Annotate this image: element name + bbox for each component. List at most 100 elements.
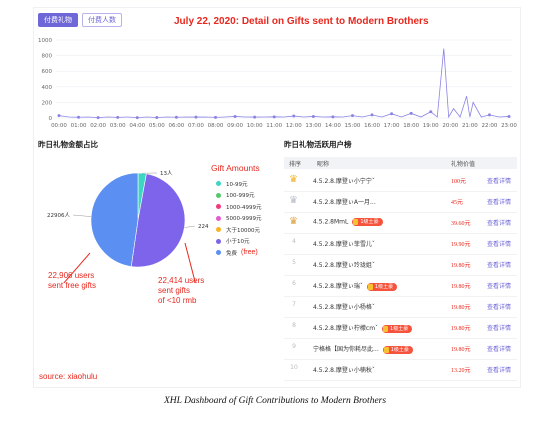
ranking-row: 6 4.5.2.8.摩登ぃ瑞ˇ 1级土豪 19.80元 查看详情 [284,275,517,297]
pie-slice-label: 22906人 [47,212,70,219]
nickname-text: 4.5.2.8.摩登ぃ玲珑姐ˇ [313,262,375,269]
x-tick-label: 20:00 [442,123,458,129]
data-point [77,115,81,119]
x-tick-label: 10:00 [247,123,263,129]
data-point [272,115,276,119]
legend-item[interactable]: 小于10元 [216,236,261,248]
rank-number: 4 [292,238,296,245]
user-nickname: 4.5.2.8.摩登ぃ柠檬cmˇ 1级土豪 [313,323,413,333]
user-nickname: 4.5.2.8.摩登ぃA一月... [313,197,376,206]
y-tick-label: 600 [42,69,53,75]
view-details-link[interactable]: 查看详情 [487,220,512,227]
legend-swatch [216,192,221,198]
nickname-text: 4.5.2.8.摩登ぃ菲雪儿ˇ [313,241,375,248]
pie-label-leader [184,225,196,228]
view-details-link[interactable]: 查看详情 [487,262,512,269]
view-details-link[interactable]: 查看详情 [487,241,512,248]
crown-icon: ♛ [289,216,298,227]
annotation-title: July 22, 2020: Detail on Gifts sent to M… [174,16,429,27]
legend-item[interactable]: 10-99元 [216,178,261,190]
x-tick-label: 23:00 [501,123,517,129]
legend-item[interactable]: 5000-9999元 [216,213,261,225]
gift-value: 19.80元 [451,263,471,269]
x-tick-label: 16:00 [364,123,380,129]
ranking-row: 10 4.5.2.8.摩登ぃ小楠秋ˇ 13.20元 查看详情 [284,359,517,381]
legend-swatch [216,250,221,256]
crown-icon: ♛ [289,195,298,206]
legend-item[interactable]: 100-999元 [216,190,261,202]
ranking-row: 5 4.5.2.8.摩登ぃ玲珑姐ˇ 19.80元 查看详情 [284,254,517,276]
x-tick-label: 07:00 [188,123,204,129]
legend-item[interactable]: 大于10000元 [216,224,261,236]
ranking-row: ♛ 4.5.2.8.摩登ぃ小宁宁ˇ 100元 查看详情 [284,170,517,192]
rank-number: 10 [290,364,298,371]
gift-line-chart: 0 200 400 600 800 1000 00:00 01:00 02:00 03:00 04:… [38,38,517,129]
pie-slice-label: 22414人 [198,223,209,230]
user-nickname: 4.5.2.8.摩登ぃ小楠秋ˇ [313,365,375,374]
gift-pie-chart: 13人 22414人 22906人 [47,170,209,283]
rank-number: 9 [292,343,296,350]
header-gift-value: 礼物价值 [451,161,476,168]
legend-swatch [216,238,221,244]
data-point [429,110,433,114]
tycoon-badge: 1级土豪 [382,345,413,354]
y-tick-label: 200 [42,100,53,106]
tab-paid-gifts[interactable]: 付费礼物 [38,13,78,27]
legend-label: 小于10元 [226,239,250,246]
x-tick-label: 21:00 [462,123,478,129]
view-details-link[interactable]: 查看详情 [487,283,512,290]
x-tick-label: 15:00 [345,123,361,129]
x-tick-label: 17:00 [384,123,400,129]
legend-swatch [216,215,221,221]
x-tick-label: 08:00 [208,123,224,129]
rank-number: 7 [292,301,296,308]
nickname-text: 4.5.2.8.摩登ぃA一月... [313,199,376,206]
data-point [194,115,198,119]
annotation-arrow [184,242,196,283]
x-tick-label: 03:00 [110,123,126,129]
nickname-text: 4.5.2.8MmL [313,218,349,226]
nickname-text: 4.5.2.8.摩登ぃ小宁宁ˇ [313,178,375,185]
view-details-link[interactable]: 查看详情 [487,178,512,185]
x-tick-label: 02:00 [90,123,106,129]
legend-label: 10-99元 [226,181,248,188]
view-details-link[interactable]: 查看详情 [487,325,512,332]
x-tick-label: 18:00 [403,123,419,129]
data-point [507,114,511,118]
x-tick-label: 01:00 [71,123,87,129]
gift-value: 45元 [451,200,464,206]
legend-title: Gift Amounts [211,163,260,173]
data-point [331,115,335,119]
view-details-link[interactable]: 查看详情 [487,199,512,206]
data-point [214,115,218,119]
header-nickname: 昵称 [317,161,330,168]
user-nickname: 宁格格【国为你耗尽此... 1级土豪 [313,344,413,354]
x-tick-label: 04:00 [129,123,145,129]
x-tick-label: 09:00 [227,123,243,129]
tycoon-badge: 1级土豪 [352,218,383,226]
gift-series-line [58,48,510,119]
ranking-title: 昨日礼物活跃用户榜 [284,140,352,149]
view-details-link[interactable]: 查看详情 [487,367,512,374]
pie-label-leader [72,214,92,217]
dashboard-panel: 付费礼物 付费人数 July 22, 2020: Detail on Gifts… [33,7,521,388]
tab-paid-users[interactable]: 付费人数 [82,13,122,27]
user-nickname: 4.5.2.8.摩登ぃ小宁宁ˇ [313,176,375,185]
data-point [370,113,374,117]
annotation-arrow [63,252,91,283]
ranking-row: ♛ 4.5.2.8MmL 1级土豪 39.60元 查看详情 [284,212,517,234]
legend-item[interactable]: 1000-4999元 [216,201,261,213]
x-tick-label: 11:00 [266,123,282,129]
y-tick-label: 1000 [38,38,52,44]
data-point [233,114,237,118]
view-details-link[interactable]: 查看详情 [487,304,512,311]
legend-label: 免费 [226,250,238,257]
x-tick-label: 14:00 [325,123,341,129]
y-tick-label: 0 [49,116,53,122]
legend-item[interactable]: 免费 (free) [216,247,261,259]
data-point [116,115,120,119]
gift-value: 19.90元 [451,242,471,248]
data-point [174,115,178,119]
view-details-link[interactable]: 查看详情 [487,346,512,353]
annotation-small-gifts: 22,414 users sent gifts of <10 rmb [158,276,205,305]
